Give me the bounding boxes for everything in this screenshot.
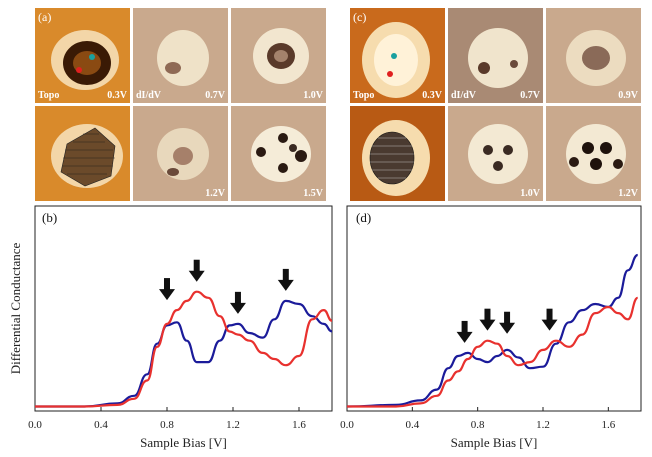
peak-arrow xyxy=(456,320,473,343)
peak-arrow xyxy=(541,308,558,331)
series-line xyxy=(35,290,333,408)
topo-image-a: (a) Topo 0.3V xyxy=(35,8,130,103)
x-tick-label: 0.4 xyxy=(405,419,419,431)
tile-left-label: dI/dV xyxy=(451,90,477,101)
series-line xyxy=(346,253,639,408)
tile-right-label: 1.0V xyxy=(520,188,540,199)
peak-arrow xyxy=(479,308,496,331)
x-tick-label: 0.8 xyxy=(160,419,174,431)
tile-left-label: dI/dV xyxy=(136,90,162,101)
tile-right-label: 0.9V xyxy=(618,90,638,101)
didv-image-c-1.2: 1.2V xyxy=(546,106,641,201)
plot-frame xyxy=(346,205,642,412)
x-tick-label: 1.6 xyxy=(601,419,615,431)
y-axis-label: Differential Conductance xyxy=(8,243,23,375)
x-tick-label: 1.2 xyxy=(226,419,240,431)
x-tick-label: 0.0 xyxy=(340,419,354,431)
didv-image-a-1.2: 1.2V xyxy=(133,106,228,201)
tile-right-label: 1.2V xyxy=(618,188,638,199)
plot-frame xyxy=(34,205,333,412)
tile-right-label: 1.5V xyxy=(303,188,323,199)
didv-image-a-0.7: dI/dV 0.7V xyxy=(133,8,228,103)
tile-right-label: 0.7V xyxy=(205,90,225,101)
didv-image-a-1.5: 1.5V xyxy=(231,106,326,201)
topo-lattice-image-a xyxy=(35,106,130,201)
didv-image-a-1.0: 1.0V xyxy=(231,8,326,103)
x-tick-label: 1.2 xyxy=(536,419,550,431)
didv-image-c-0.9: 0.9V xyxy=(546,8,641,103)
panel-b-label: (b) xyxy=(42,210,58,225)
series-line xyxy=(347,296,639,408)
x-axis-label: Sample Bias [V] xyxy=(140,435,227,450)
peak-arrow xyxy=(229,291,246,314)
tile-right-label: 1.2V xyxy=(205,188,225,199)
tile-right-label: 0.3V xyxy=(107,90,127,101)
peak-arrow xyxy=(499,311,516,334)
didv-image-c-0.7: dI/dV 0.7V xyxy=(448,8,543,103)
tile-right-label: 0.3V xyxy=(422,90,442,101)
x-tick-label: 0.0 xyxy=(28,419,42,431)
peak-arrow xyxy=(188,259,205,282)
panel-c-label: (c) xyxy=(353,10,367,24)
series-line xyxy=(35,299,333,408)
tile-left-label: Topo xyxy=(353,90,375,101)
didv-image-c-1.0: 1.0V xyxy=(448,106,543,201)
x-axis-label: Sample Bias [V] xyxy=(451,435,538,450)
x-tick-label: 0.4 xyxy=(94,419,108,431)
tile-left-label: Topo xyxy=(38,90,60,101)
panel-d-label: (d) xyxy=(356,210,372,225)
panel-a-label: (a) xyxy=(38,10,52,24)
tile-right-label: 0.7V xyxy=(520,90,540,101)
x-tick-label: 0.8 xyxy=(471,419,485,431)
peak-arrow xyxy=(277,268,294,291)
topo-lattice-image-c xyxy=(350,106,445,201)
topo-image-c: (c) Topo 0.3V xyxy=(350,8,445,103)
x-tick-label: 1.6 xyxy=(292,419,306,431)
tile-right-label: 1.0V xyxy=(303,90,323,101)
peak-arrow xyxy=(159,278,175,301)
